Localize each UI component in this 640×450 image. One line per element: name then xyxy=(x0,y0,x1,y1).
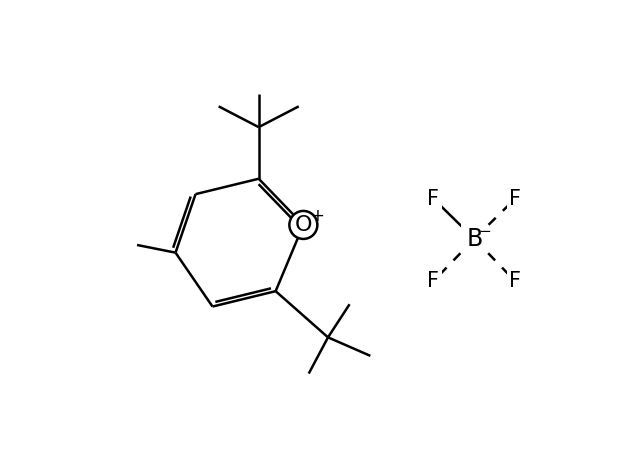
Text: +: + xyxy=(310,207,324,225)
Text: O: O xyxy=(294,215,312,235)
Text: F: F xyxy=(428,271,440,291)
Text: B: B xyxy=(466,227,483,251)
Text: F: F xyxy=(509,189,521,209)
Text: −: − xyxy=(479,224,492,239)
Text: F: F xyxy=(509,271,521,291)
Text: F: F xyxy=(428,189,440,209)
